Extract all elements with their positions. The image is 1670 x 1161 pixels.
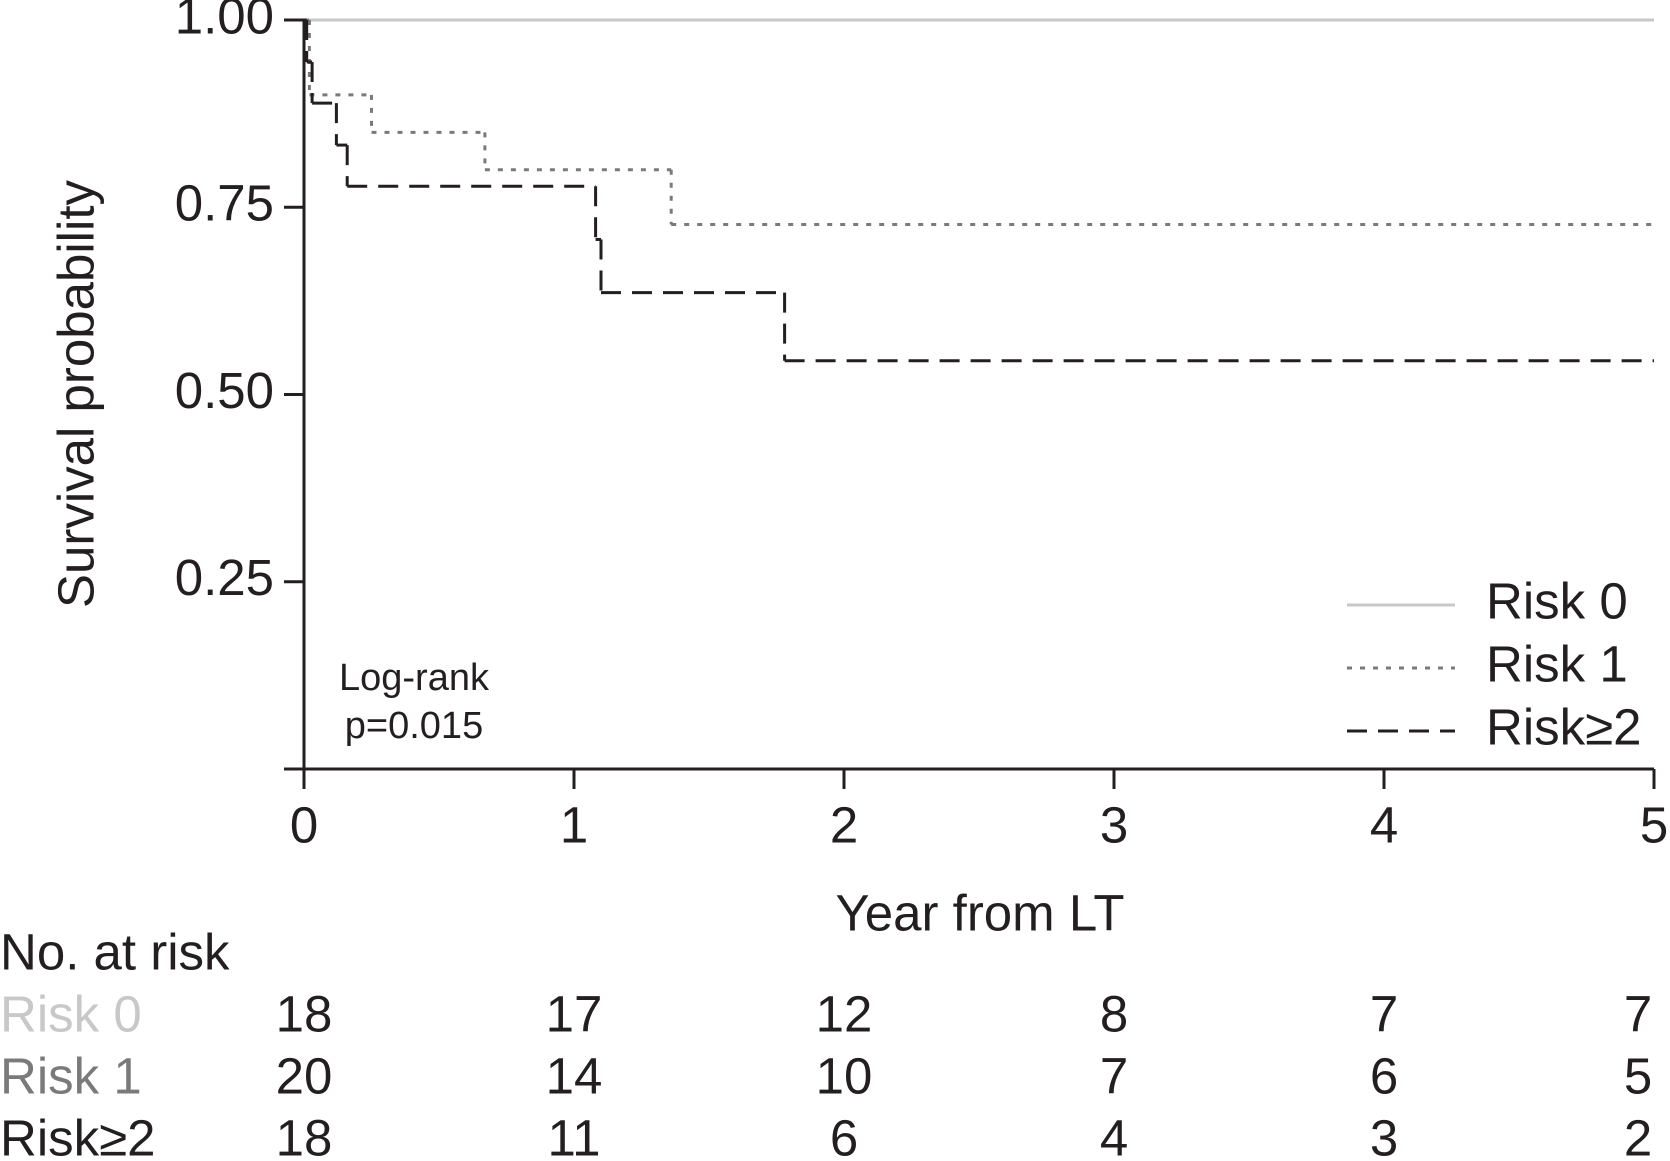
x-tick-label: 2: [830, 796, 858, 853]
x-tick-label: 1: [560, 796, 588, 853]
y-tick-label: 0.50: [175, 362, 274, 419]
risk-count: 7: [1624, 985, 1652, 1042]
risk-count: 18: [276, 1109, 333, 1161]
risk-count: 10: [816, 1047, 873, 1104]
x-tick-label: 0: [290, 796, 318, 853]
legend-label: Risk 1: [1486, 635, 1628, 692]
annotation: p=0.015: [345, 705, 483, 747]
x-axis-label: Year from LT: [835, 884, 1124, 941]
x-tick-label: 5: [1640, 796, 1668, 853]
risk-count: 12: [816, 985, 873, 1042]
y-axis-label: Survival probability: [47, 179, 104, 608]
risk-count: 8: [1100, 985, 1128, 1042]
risk-table-title: No. at risk: [0, 923, 230, 980]
legend-label: Risk 0: [1486, 572, 1628, 629]
risk-count: 6: [1370, 1047, 1398, 1104]
risk-count: 6: [830, 1109, 858, 1161]
y-tick-label: 0.25: [175, 549, 274, 606]
x-tick-label: 4: [1370, 796, 1398, 853]
risk-count: 18: [276, 985, 333, 1042]
risk-count: 14: [546, 1047, 603, 1104]
risk-count: 4: [1100, 1109, 1128, 1161]
risk-row-label: Risk 0: [0, 985, 142, 1042]
risk-count: 7: [1100, 1047, 1128, 1104]
risk-count: 17: [546, 985, 603, 1042]
risk-count: 20: [276, 1047, 333, 1104]
y-tick-label: 0.75: [175, 175, 274, 232]
legend-label: Risk≥2: [1486, 698, 1642, 755]
risk-count: 11: [548, 1109, 601, 1161]
annotation: Log-rank: [339, 657, 490, 699]
y-tick-label: 1.00: [175, 0, 274, 44]
risk-row-label: Risk≥2: [0, 1109, 156, 1161]
risk-count: 3: [1370, 1109, 1398, 1161]
risk-count: 7: [1370, 985, 1398, 1042]
risk-count: 5: [1624, 1047, 1652, 1104]
risk-row-label: Risk 1: [0, 1047, 142, 1104]
risk-count: 2: [1624, 1109, 1652, 1161]
x-tick-label: 3: [1100, 796, 1128, 853]
